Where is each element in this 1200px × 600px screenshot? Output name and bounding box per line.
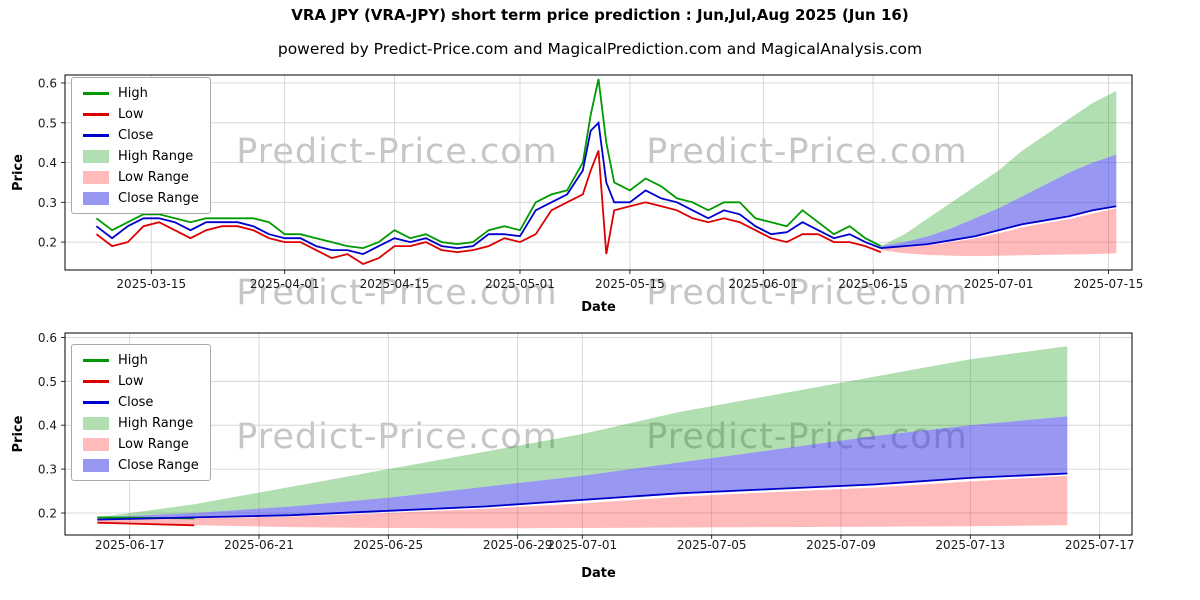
legend-item-close-range: Close Range	[83, 457, 199, 473]
legend-swatch	[83, 437, 109, 451]
legend-item-close-range: Close Range	[83, 190, 199, 206]
svg-text:0.2: 0.2	[38, 236, 57, 250]
watermark-text: Predict-Price.com	[236, 273, 558, 313]
legend-swatch	[83, 91, 109, 95]
svg-text:2025-06-17: 2025-06-17	[95, 538, 165, 552]
svg-text:Price: Price	[11, 154, 26, 191]
svg-text:Price: Price	[11, 415, 26, 452]
watermark-text: Predict-Price.com	[236, 132, 558, 172]
legend-item-close: Close	[83, 394, 199, 410]
svg-text:2025-07-09: 2025-07-09	[806, 538, 876, 552]
svg-text:2025-07-17: 2025-07-17	[1065, 538, 1135, 552]
legend-item-low: Low	[83, 106, 199, 122]
svg-text:0.3: 0.3	[38, 463, 57, 477]
legend-bottom-chart: High Low Close High Range Low Range Close Ran…	[71, 344, 211, 481]
svg-text:2025-04-15: 2025-04-15	[360, 277, 430, 291]
legend-swatch	[83, 358, 109, 362]
legend-item-high: High	[83, 352, 199, 368]
watermark-text: Predict-Price.com	[646, 132, 968, 172]
svg-text:2025-06-29: 2025-06-29	[483, 538, 553, 552]
svg-text:2025-05-01: 2025-05-01	[485, 277, 555, 291]
legend-label: Low Range	[118, 169, 189, 185]
legend-swatch	[83, 400, 109, 404]
legend-label: High	[118, 85, 148, 101]
page-subtitle: powered by Predict-Price.com and Magical…	[277, 40, 923, 58]
legend-swatch	[83, 191, 109, 205]
watermark-text: Predict-Price.com	[646, 273, 968, 313]
legend-top-chart: High Low Close High Range Low Range Close Ran…	[71, 77, 211, 214]
legend-swatch	[83, 379, 109, 383]
svg-text:2025-03-15: 2025-03-15	[116, 277, 186, 291]
legend-swatch	[83, 149, 109, 163]
legend-item-low: Low	[83, 373, 199, 389]
legend-item-high-range: High Range	[83, 148, 199, 164]
svg-text:0.2: 0.2	[38, 507, 57, 521]
svg-text:0.6: 0.6	[38, 77, 57, 91]
legend-label: Low Range	[118, 436, 189, 452]
svg-text:0.5: 0.5	[38, 375, 57, 389]
legend-item-close: Close	[83, 127, 199, 143]
svg-text:2025-04-01: 2025-04-01	[250, 277, 320, 291]
svg-text:2025-06-21: 2025-06-21	[224, 538, 294, 552]
legend-swatch	[83, 133, 109, 137]
svg-text:2025-07-15: 2025-07-15	[1074, 277, 1144, 291]
svg-text:2025-06-15: 2025-06-15	[838, 277, 908, 291]
svg-text:2025-07-01: 2025-07-01	[964, 277, 1034, 291]
legend-label: Low	[118, 373, 144, 389]
svg-text:2025-06-25: 2025-06-25	[353, 538, 423, 552]
svg-text:Date: Date	[581, 300, 616, 315]
legend-swatch	[83, 170, 109, 184]
legend-label: Close	[118, 394, 154, 410]
svg-text:0.6: 0.6	[38, 331, 57, 345]
legend-label: High	[118, 352, 148, 368]
svg-text:0.4: 0.4	[38, 156, 57, 170]
svg-text:0.4: 0.4	[38, 419, 57, 433]
legend-item-low-range: Low Range	[83, 169, 199, 185]
legend-label: Close	[118, 127, 154, 143]
legend-label: High Range	[118, 148, 194, 164]
legend-label: Close Range	[118, 190, 199, 206]
legend-swatch	[83, 458, 109, 472]
svg-text:2025-06-01: 2025-06-01	[728, 277, 798, 291]
legend-label: Low	[118, 106, 144, 122]
legend-label: Close Range	[118, 457, 199, 473]
svg-text:2025-07-05: 2025-07-05	[677, 538, 747, 552]
legend-label: High Range	[118, 415, 194, 431]
svg-text:Date: Date	[581, 566, 616, 581]
legend-item-high: High	[83, 85, 199, 101]
legend-swatch	[83, 112, 109, 116]
svg-text:0.5: 0.5	[38, 116, 57, 130]
legend-item-high-range: High Range	[83, 415, 199, 431]
svg-text:2025-07-13: 2025-07-13	[935, 538, 1005, 552]
svg-text:2025-05-15: 2025-05-15	[595, 277, 665, 291]
svg-text:2025-07-01: 2025-07-01	[547, 538, 617, 552]
svg-text:0.3: 0.3	[38, 196, 57, 210]
watermark-text: Predict-Price.com	[236, 417, 558, 457]
page-title: VRA JPY (VRA-JPY) short term price predi…	[291, 6, 909, 24]
legend-swatch	[83, 416, 109, 430]
legend-item-low-range: Low Range	[83, 436, 199, 452]
